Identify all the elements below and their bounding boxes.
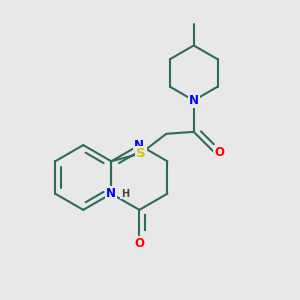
Text: O: O — [214, 146, 224, 159]
Text: S: S — [136, 147, 146, 160]
Text: N: N — [189, 94, 199, 107]
Text: H: H — [121, 189, 129, 199]
Text: N: N — [106, 187, 116, 200]
Text: O: O — [134, 237, 144, 250]
Text: N: N — [134, 139, 144, 152]
